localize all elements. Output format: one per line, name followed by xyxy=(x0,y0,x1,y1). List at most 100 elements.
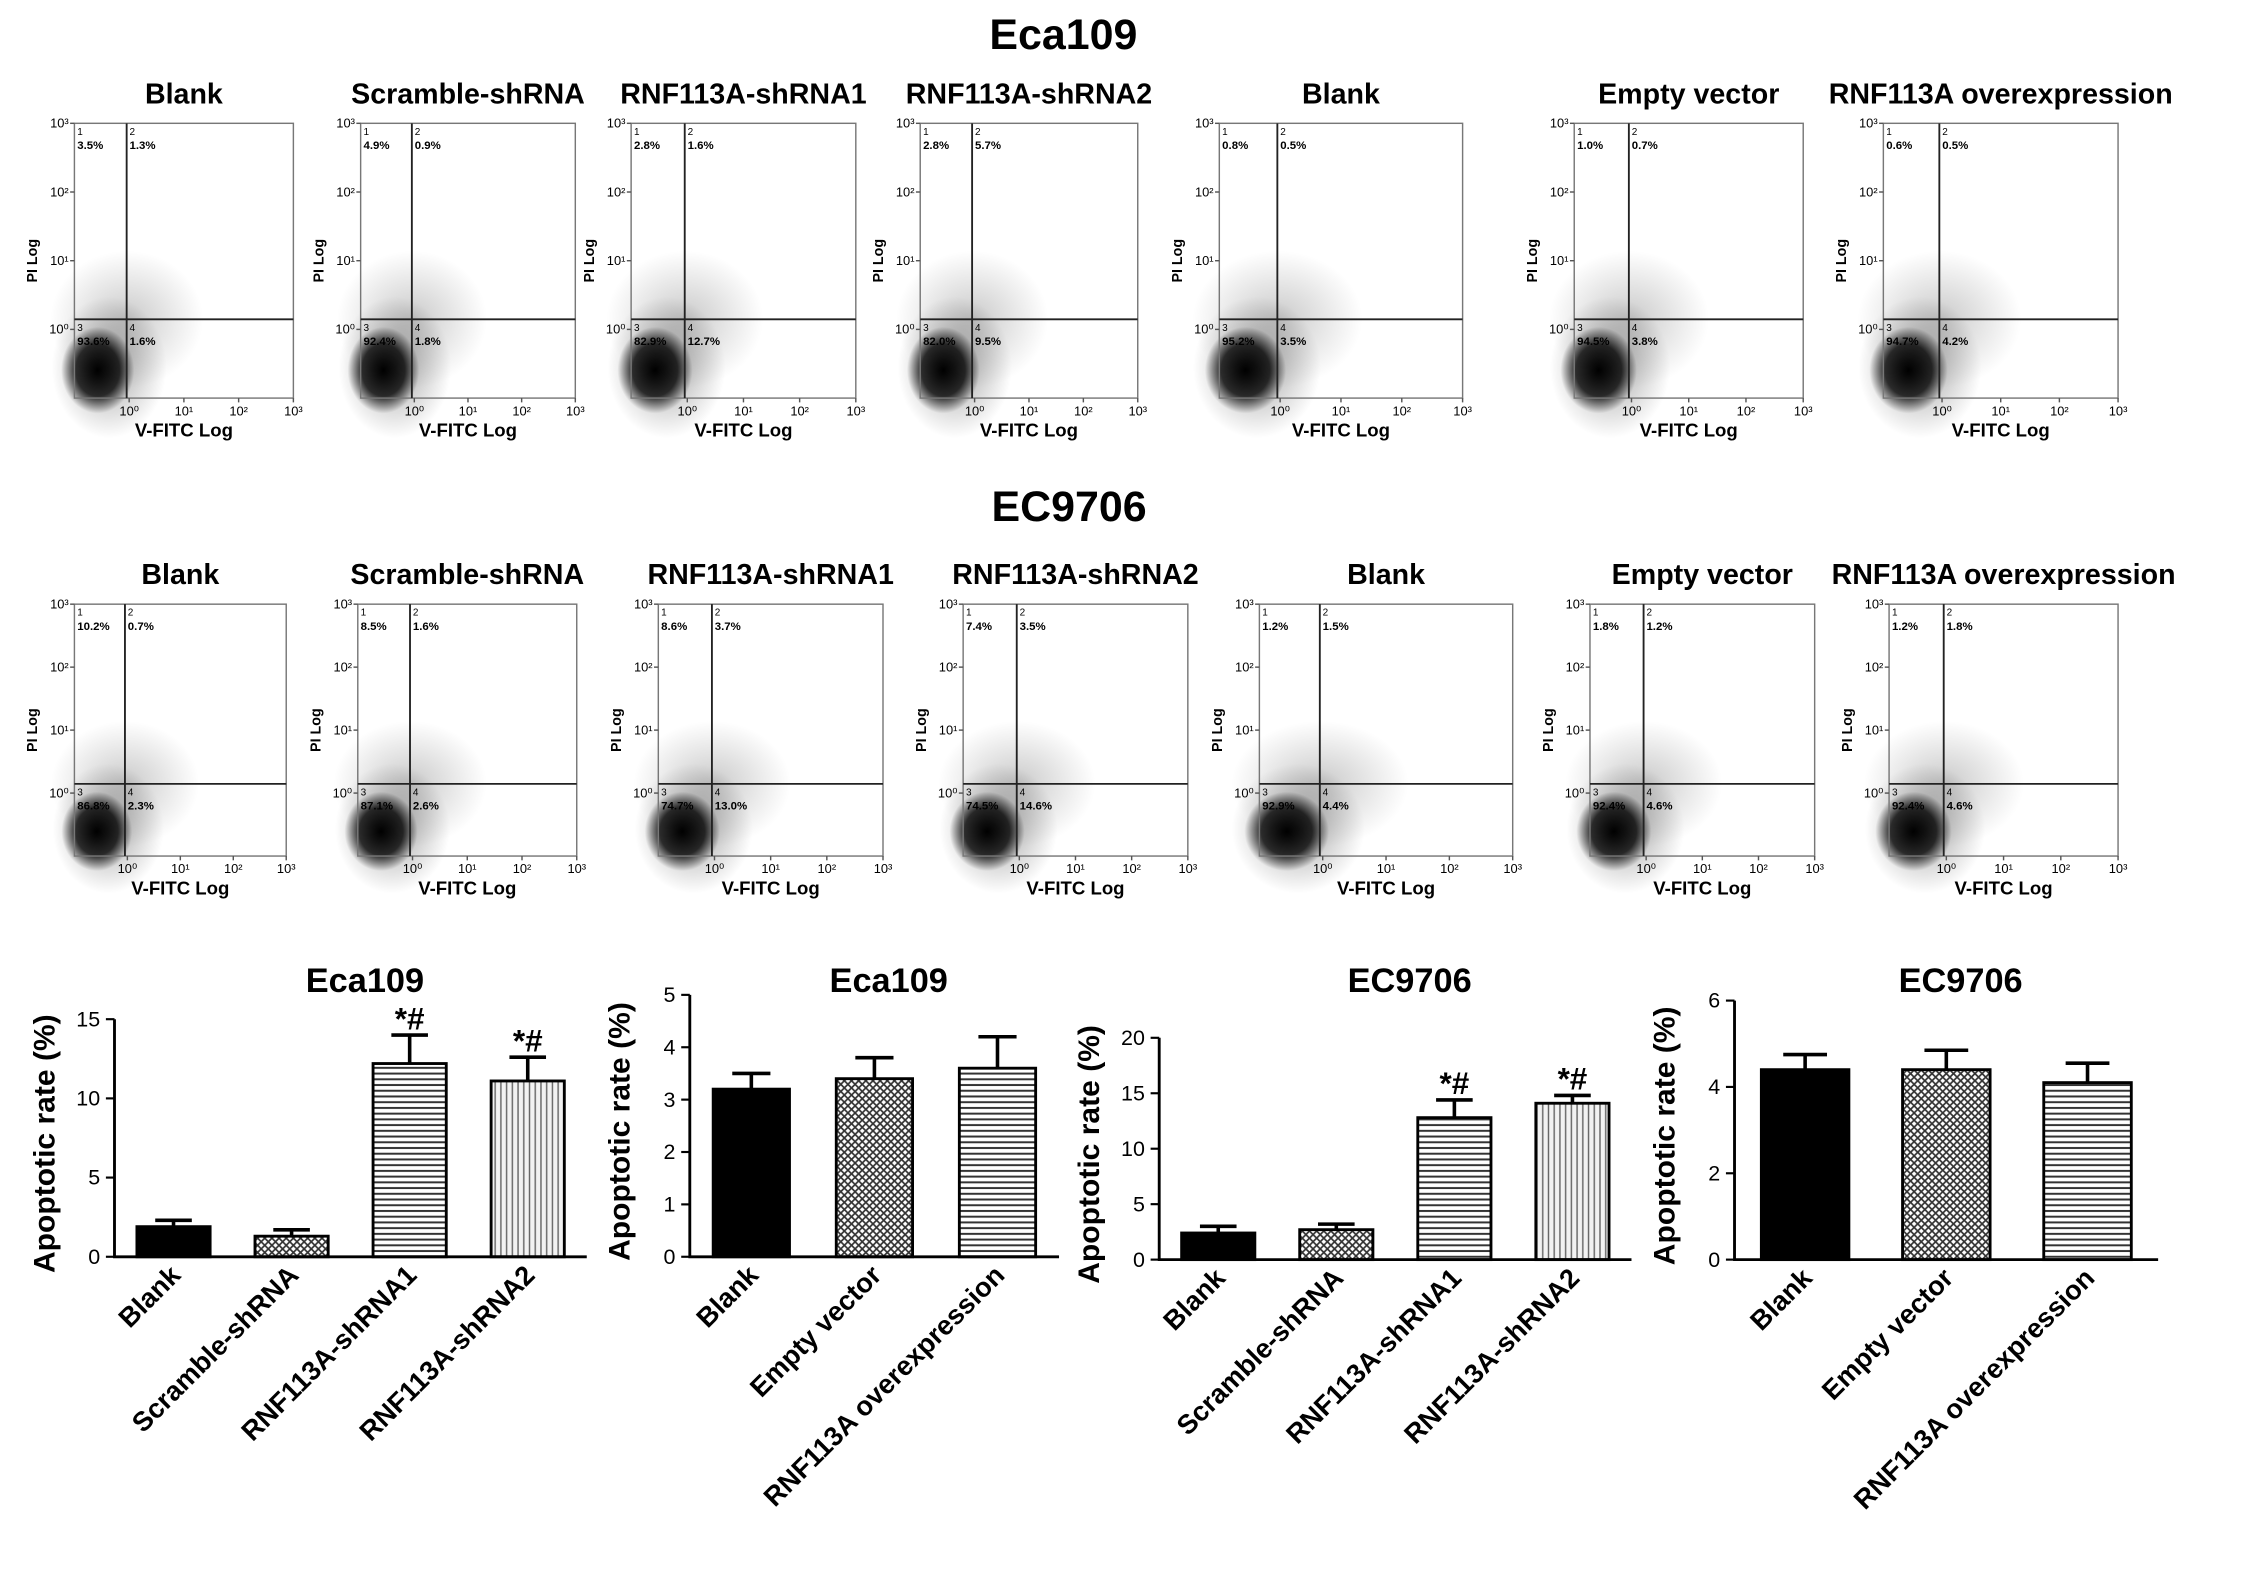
bar xyxy=(253,1234,330,1259)
y-tick-label: 10³ xyxy=(1566,596,1585,611)
y-tick-label: 15 xyxy=(76,1007,100,1031)
quadrant-percent: 2.8% xyxy=(634,140,660,152)
error-bar xyxy=(1436,1098,1473,1118)
panel-title: RNF113A overexpression xyxy=(1829,78,2173,110)
quadrant-number: 1 xyxy=(361,608,367,619)
y-tick-label: 0 xyxy=(1708,1248,1720,1272)
quadrant-number: 4 xyxy=(1947,787,1953,798)
y-tick-label: 10² xyxy=(896,184,915,199)
y-axis-label: PI Log xyxy=(609,708,625,752)
quadrant-percent: 86.8% xyxy=(77,801,109,813)
quadrant-number: 4 xyxy=(1323,787,1329,798)
x-tick-label: 10¹ xyxy=(171,861,190,876)
error-bar xyxy=(855,1055,894,1079)
panel-title: Scramble-shRNA xyxy=(351,78,585,110)
x-tick-label: RNF113A overexpression xyxy=(757,1259,1010,1512)
y-tick-label: 3 xyxy=(664,1088,676,1112)
quadrant-number: 3 xyxy=(1593,787,1599,798)
quadrant-percent: 92.4% xyxy=(1892,801,1924,813)
quadrant-number: 1 xyxy=(1892,608,1898,619)
x-tick-label: 10⁰ xyxy=(118,861,137,876)
y-tick-label: 10¹ xyxy=(634,722,653,737)
chart-title: EC9706 xyxy=(1348,962,1472,1000)
quadrant-percent: 94.7% xyxy=(1886,336,1918,348)
error-bar xyxy=(155,1218,192,1227)
significance-label: *# xyxy=(513,1023,543,1058)
x-tick-label: 10² xyxy=(224,861,243,876)
quadrant-percent: 7.4% xyxy=(966,621,992,633)
quadrant-number: 3 xyxy=(634,323,640,334)
x-tick-label: 10³ xyxy=(1503,861,1522,876)
quadrant-number: 4 xyxy=(1020,787,1026,798)
quadrant-percent: 93.6% xyxy=(77,336,109,348)
quadrant-percent: 2.6% xyxy=(413,801,439,813)
quadrant-number: 3 xyxy=(364,323,370,334)
bar xyxy=(489,1079,566,1259)
y-tick-label: 10² xyxy=(939,659,958,674)
x-tick-label: 10² xyxy=(1074,403,1093,418)
quadrant-number: 1 xyxy=(77,127,83,138)
x-tick-label: 10² xyxy=(512,403,531,418)
x-axis-label: V-FITC Log xyxy=(1952,420,2050,441)
x-tick-label: 10⁰ xyxy=(705,861,724,876)
quadrant-percent: 1.3% xyxy=(130,140,156,152)
x-axis-label: V-FITC Log xyxy=(722,878,820,899)
y-tick-label: 5 xyxy=(88,1166,100,1190)
error-bar xyxy=(2065,1061,2110,1083)
quadrant-percent: 82.9% xyxy=(634,336,666,348)
y-tick-label: 0 xyxy=(88,1245,100,1269)
x-tick-label: 10² xyxy=(513,861,532,876)
quadrant-number: 4 xyxy=(130,323,136,334)
quadrant-number: 1 xyxy=(923,127,929,138)
quadrant-number: 4 xyxy=(1632,323,1638,334)
y-tick-label: 2 xyxy=(1708,1161,1720,1185)
x-tick-label: 10⁰ xyxy=(403,861,422,876)
y-axis-label: Apoptotic rate (%) xyxy=(28,1014,61,1273)
x-tick-label: Blank xyxy=(1157,1261,1232,1336)
y-tick-label: 10¹ xyxy=(607,253,626,268)
quadrant-number: 2 xyxy=(1947,608,1953,619)
y-tick-label: 5 xyxy=(664,983,676,1007)
x-tick-label: 10² xyxy=(2050,403,2069,418)
significance-label: *# xyxy=(395,1001,425,1036)
y-axis-label: PI Log xyxy=(1840,708,1856,752)
x-axis-label: V-FITC Log xyxy=(135,420,233,441)
quadrant-percent: 0.9% xyxy=(415,140,441,152)
y-tick-label: 10¹ xyxy=(1859,253,1878,268)
y-tick-label: 10³ xyxy=(50,596,69,611)
y-tick-label: 10² xyxy=(1865,659,1884,674)
flow-panel: RNF113A overexpression 10⁰ 10¹ 10² 10³ 10⁰ 10¹… xyxy=(1832,559,2176,899)
axes xyxy=(1733,1000,2159,1262)
quadrant-percent: 3.5% xyxy=(1280,336,1306,348)
y-axis-label: PI Log xyxy=(1541,708,1557,752)
flow-panel: Blank 10⁰ 10¹ 10² 10³ 10⁰ 10¹ 10² 10³ V-FITC Log P… xyxy=(1210,559,1523,899)
quadrant-number: 2 xyxy=(688,127,694,138)
panel-title: RNF113A-shRNA2 xyxy=(952,559,1198,591)
quadrant-percent: 10.2% xyxy=(77,621,109,633)
bar xyxy=(371,1062,448,1259)
quadrant-number: 3 xyxy=(661,787,667,798)
quadrant-number: 3 xyxy=(77,323,83,334)
x-tick-label: 10⁰ xyxy=(1270,403,1289,418)
y-tick-label: 10² xyxy=(1566,659,1585,674)
y-tick-label: 10⁰ xyxy=(335,322,354,337)
quadrant-percent: 1.8% xyxy=(415,336,441,348)
bar xyxy=(1298,1228,1375,1262)
x-tick-label: RNF113A overexpression xyxy=(1847,1262,2100,1515)
x-tick-label: 10³ xyxy=(567,861,586,876)
quadrant-percent: 74.7% xyxy=(661,801,693,813)
quadrant-percent: 92.9% xyxy=(1262,801,1294,813)
y-axis-label: PI Log xyxy=(871,239,887,283)
quadrant-number: 2 xyxy=(130,127,136,138)
y-tick-label: 10² xyxy=(333,659,352,674)
x-tick-label: 10² xyxy=(1440,861,1459,876)
y-tick-label: 10⁰ xyxy=(1864,785,1883,800)
x-axis-label: V-FITC Log xyxy=(1640,420,1738,441)
quadrant-number: 1 xyxy=(966,608,972,619)
quadrant-percent: 12.7% xyxy=(688,336,720,348)
quadrant-number: 4 xyxy=(128,787,134,798)
quadrant-percent: 4.4% xyxy=(1323,801,1349,813)
y-tick-label: 10⁰ xyxy=(1549,322,1568,337)
